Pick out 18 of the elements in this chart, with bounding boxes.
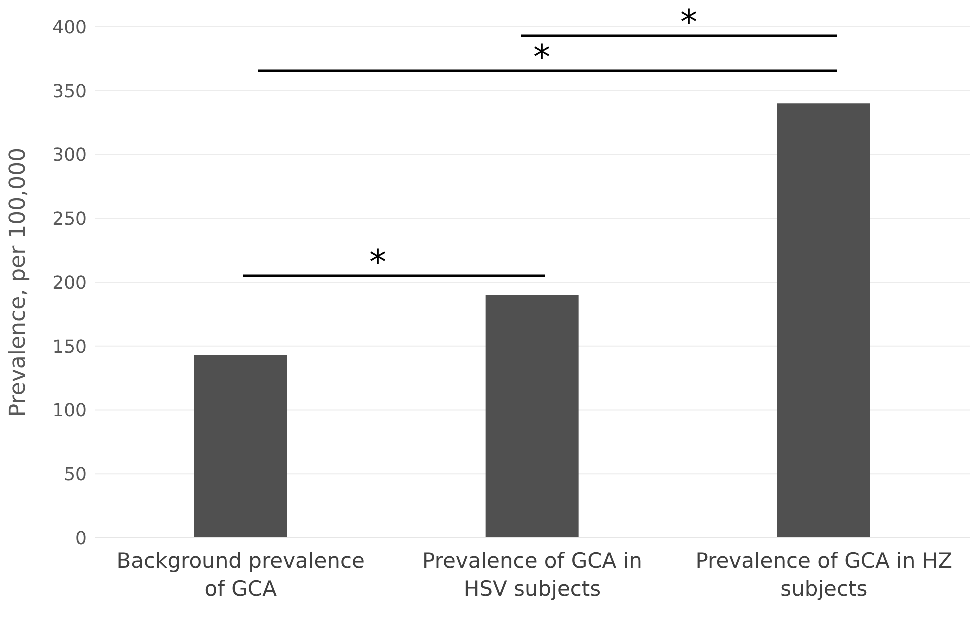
y-tick-label: 200 <box>52 272 87 294</box>
x-tick-label: Background prevalence of GCA <box>116 549 365 601</box>
bar <box>194 355 288 538</box>
y-tick-label: 400 <box>52 17 87 38</box>
x-tick-label: Prevalence of GCA in HZ subjects <box>696 549 953 601</box>
y-tick-label: 50 <box>64 464 87 486</box>
bar <box>778 104 870 538</box>
y-tick-label: 100 <box>52 400 87 422</box>
annotation: * <box>370 243 386 283</box>
y-axis-title: Prevalence, per 100,000 <box>6 148 31 418</box>
significance-bracket: * <box>243 243 545 283</box>
y-tick-label: 150 <box>52 336 87 358</box>
y-tick-label: 350 <box>52 81 87 102</box>
y-tick-label: 250 <box>52 209 87 230</box>
bar <box>486 295 579 538</box>
x-tick-label: Prevalence of GCA in HSV subjects <box>422 549 642 601</box>
y-tick-label: 300 <box>52 145 87 166</box>
y-tick-label: 0 <box>76 528 87 550</box>
